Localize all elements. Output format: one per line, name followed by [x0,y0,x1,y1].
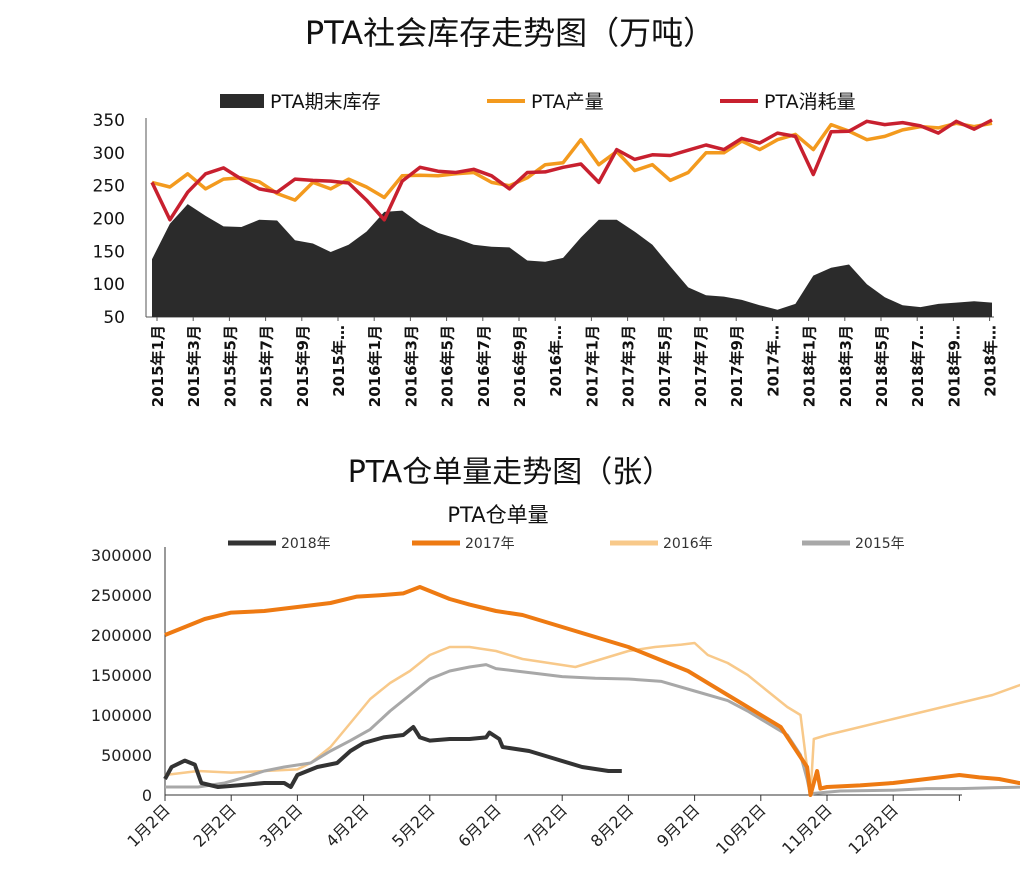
inner-chart-title: PTA仓单量 [447,503,548,527]
series-2018-line [163,725,622,789]
y-tick-label: 350 [93,111,125,131]
y-tick-label: 250000 [91,586,152,605]
x-tick-label: 2017年… [764,325,782,397]
legend-swatch [220,94,264,108]
inventory-chart: PTA期末库存 PTA产量 PTA消耗量 350 300 250 200 150 100 50 20… [93,91,1000,407]
x-tick-label: 2018年… [982,325,1000,397]
y-tick-label: 100000 [91,706,152,725]
x-tick-label: 10月2日 [712,800,770,858]
series-2015-line [165,663,1020,797]
y-tick-label: 0 [142,786,152,805]
legend-label: PTA消耗量 [764,91,856,113]
x-tick-label: 2016年7月 [475,325,493,407]
y-tick-label: 150 [93,242,125,262]
x-tick-label: 2月2日 [190,800,240,850]
x-tick-label: 4月2日 [322,800,372,850]
x-tick-label: 3月2日 [256,800,306,850]
x-tick-label: 2016年5月 [439,325,457,407]
y-tick-label: 300 [93,144,125,164]
x-tick-label: 6月2日 [454,800,504,850]
y-tick-label: 100 [93,275,125,295]
x-tick-label: 2018年5月 [873,325,891,407]
series-inventory-area [152,204,992,317]
series-consumption-line [150,118,993,222]
x-tick-label: 5月2日 [388,800,438,850]
top-chart-title: PTA社会库存走势图（万吨） [304,14,716,52]
y-tick-label: 50000 [101,746,152,765]
x-tick-label: 9月2日 [653,800,703,850]
series-production-line [151,121,993,202]
y-tick-label: 50 [103,308,125,328]
x-tick-label: 2018年1月 [801,325,819,407]
x-tick-label: 2015年7月 [258,325,276,407]
x-tick-label: 2017年9月 [728,325,746,407]
x-tick-label: 2018年9… [945,325,963,407]
x-tick-label: 7月2日 [521,800,571,850]
x-tick-label: 2016年… [547,325,565,397]
x-tick-label: 2015年… [330,325,348,397]
x-tick-label: 2017年3月 [620,325,638,407]
legend-label: PTA期末库存 [270,91,381,113]
x-tick-label: 2015年1月 [149,325,167,407]
legend-label: 2015年 [855,536,905,552]
x-tick-label: 2018年7… [909,325,927,407]
x-tick-label: 8月2日 [587,800,637,850]
legend-label: 2018年 [281,536,331,552]
x-tick-label: 2015年3月 [185,325,203,407]
x-tick-label: 2017年5月 [656,325,674,407]
y-tick-label: 200 [93,210,125,230]
y-tick-label: 300000 [91,546,152,565]
legend-label: PTA产量 [531,91,604,113]
legend-label: 2017年 [465,536,515,552]
x-tick-label: 12月2日 [844,800,902,858]
x-tick-label: 2015年9月 [294,325,312,407]
x-tick-label: 2017年7月 [692,325,710,407]
x-tick-label: 2016年3月 [402,325,420,407]
y-tick-label: 250 [93,177,125,197]
x-tick-label: 1月2日 [123,800,173,850]
series-2017-line [164,585,1020,797]
x-tick-label: 2015年5月 [221,325,239,407]
x-tick-label: 2016年1月 [366,325,384,407]
legend-label: 2016年 [663,536,713,552]
x-tick-label: 11月2日 [778,800,836,858]
x-tick-label: 2016年9月 [511,325,529,407]
x-tick-label: 2017年1月 [583,325,601,407]
bottom-chart-title: PTA仓单量走势图（张） [347,455,673,490]
series-2016-line [164,641,1020,797]
y-tick-label: 150000 [91,666,152,685]
y-tick-label: 200000 [91,626,152,645]
x-tick-label: 2018年3月 [837,325,855,407]
